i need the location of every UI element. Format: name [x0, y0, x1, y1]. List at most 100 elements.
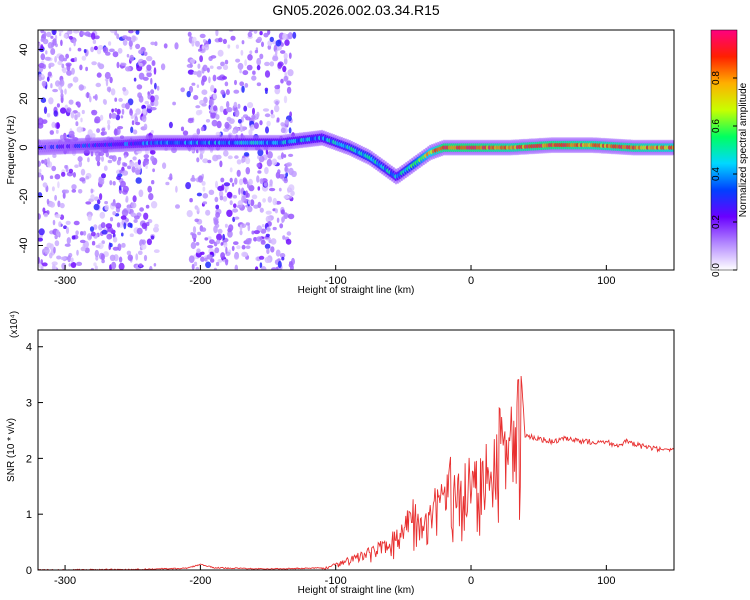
noise-blob: [264, 167, 269, 175]
noise-blob: [260, 240, 266, 245]
noise-blob: [231, 182, 235, 187]
noise-blob: [99, 193, 103, 201]
noise-blob: [131, 120, 135, 126]
noise-blob: [169, 173, 173, 181]
noise-blob: [257, 201, 262, 209]
noise-blob: [259, 120, 263, 126]
noise-blob: [105, 223, 113, 229]
noise-blob: [241, 244, 246, 250]
noise-blob: [265, 233, 270, 238]
noise-blob: [96, 128, 101, 134]
noise-blob: [232, 194, 237, 199]
noise-blob: [188, 85, 194, 93]
noise-blob: [282, 32, 287, 41]
noise-blob: [54, 194, 57, 201]
noise-blob: [265, 126, 269, 134]
noise-blob: [151, 60, 156, 67]
noise-blob: [210, 258, 215, 263]
noise-blob: [85, 201, 92, 205]
noise-blob: [261, 224, 265, 228]
noise-blob: [197, 231, 202, 236]
noise-blob: [281, 256, 285, 261]
noise-blob: [205, 119, 211, 123]
noise-blob: [110, 88, 116, 96]
noise-blob: [133, 219, 138, 223]
noise-blob: [96, 72, 102, 78]
noise-blob: [68, 47, 72, 52]
noise-blob: [235, 44, 239, 49]
noise-blob: [48, 97, 54, 105]
noise-blob: [256, 236, 263, 242]
noise-blob: [118, 97, 123, 102]
noise-blob: [64, 165, 68, 169]
noise-blob: [89, 96, 92, 103]
noise-blob: [146, 71, 152, 78]
noise-blob: [107, 159, 113, 164]
noise-blob: [120, 180, 126, 188]
noise-blob: [259, 178, 264, 185]
noise-blob: [54, 240, 60, 247]
noise-blob: [98, 176, 103, 185]
noise-blob: [44, 56, 51, 61]
noise-blob: [112, 51, 119, 58]
noise-blob: [109, 30, 116, 34]
noise-blob: [89, 235, 92, 240]
noise-blob: [150, 149, 156, 155]
noise-blob: [143, 154, 150, 159]
noise-blob: [187, 31, 192, 37]
noise-blob: [239, 69, 242, 74]
spectrogram-x-ticks: -300 -200 -100 0 100: [54, 265, 616, 287]
noise-blob: [68, 130, 75, 137]
noise-blob: [233, 253, 240, 260]
noise-blob: [73, 30, 80, 34]
noise-blob: [287, 32, 293, 40]
noise-blob: [92, 95, 97, 99]
noise-blob: [129, 161, 135, 168]
noise-blob: [46, 198, 50, 205]
snr-panel: -300 -200 -100 0 100 0 1 2 3 4 (x10⁴) Height of …: [6, 311, 675, 596]
noise-blob: [234, 177, 238, 185]
noise-blob: [205, 209, 211, 216]
noise-blob: [239, 125, 244, 133]
noise-blob: [116, 175, 122, 180]
noise-blob: [174, 42, 179, 50]
noise-blob: [154, 41, 158, 46]
noise-blob: [65, 53, 69, 59]
noise-blob: [272, 197, 278, 206]
noise-blob: [222, 38, 227, 45]
noise-blob: [248, 129, 253, 136]
snr-x-label: Height of straight line (km): [298, 585, 415, 596]
x-tick-label: 100: [597, 275, 615, 287]
noise-blob: [109, 254, 116, 261]
noise-blob: [225, 185, 229, 190]
noise-blob: [277, 169, 281, 175]
noise-blob: [281, 152, 284, 160]
noise-blob: [277, 62, 283, 69]
noise-blob: [38, 117, 44, 126]
noise-blob: [197, 175, 204, 183]
noise-blob: [165, 181, 170, 186]
noise-blob: [186, 90, 191, 98]
noise-blob: [95, 154, 101, 162]
noise-blob: [216, 66, 222, 70]
noise-blob: [61, 171, 66, 177]
noise-blob: [266, 248, 270, 255]
noise-blob: [75, 101, 79, 106]
noise-blob: [138, 189, 144, 198]
noise-blob: [202, 39, 207, 43]
noise-blob: [101, 128, 106, 132]
noise-blob: [111, 155, 117, 162]
noise-blob: [40, 44, 44, 50]
noise-blob: [229, 167, 233, 173]
noise-blob: [272, 226, 277, 231]
noise-blob: [116, 159, 121, 166]
noise-blob: [70, 262, 77, 268]
noise-blob: [274, 87, 281, 95]
noise-blob: [128, 40, 133, 47]
noise-blob: [91, 133, 96, 139]
noise-blob: [180, 87, 185, 93]
noise-blob: [147, 185, 152, 193]
noise-blob: [217, 259, 223, 263]
noise-blob: [138, 95, 144, 103]
noise-blob: [259, 207, 264, 213]
